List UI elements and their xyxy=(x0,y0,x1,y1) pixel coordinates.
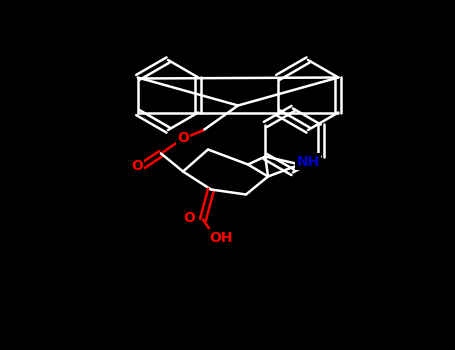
Text: O: O xyxy=(131,159,143,173)
Text: NH: NH xyxy=(296,154,319,168)
Text: OH: OH xyxy=(209,231,233,245)
Text: O: O xyxy=(183,210,195,224)
Text: O: O xyxy=(177,132,189,146)
